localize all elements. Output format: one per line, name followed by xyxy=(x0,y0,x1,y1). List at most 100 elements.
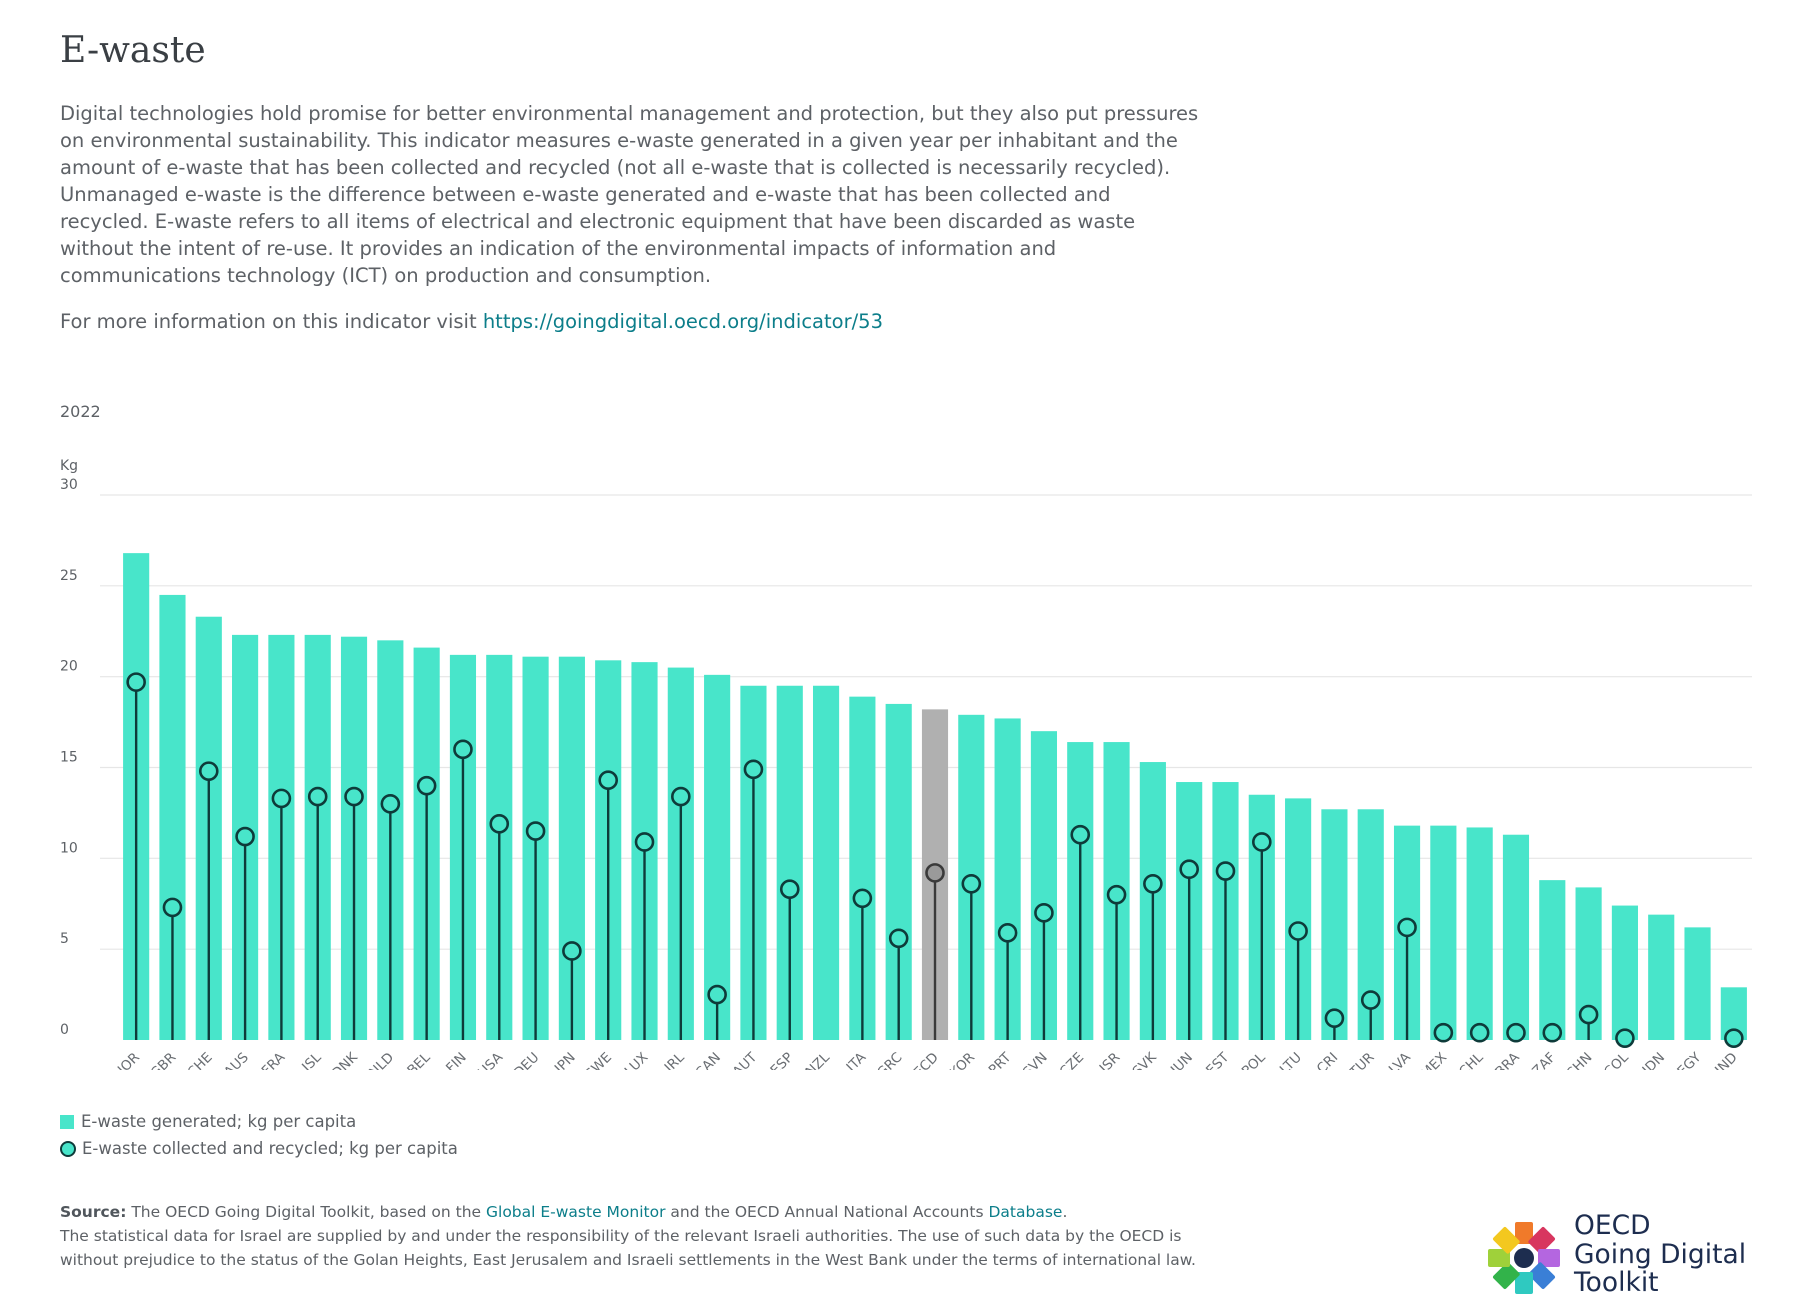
dot-collected-deu[interactable] xyxy=(525,821,546,841)
global-ewaste-monitor-link[interactable]: Global E-waste Monitor xyxy=(486,1203,666,1221)
bar-generated-cri[interactable] xyxy=(1321,809,1348,1040)
bar-generated-col[interactable] xyxy=(1611,905,1638,1040)
dot-collected-zaf[interactable] xyxy=(1542,1022,1563,1043)
x-tick-label-bel: BEL xyxy=(404,1049,434,1070)
dot-collected-cri[interactable] xyxy=(1324,1008,1345,1029)
legend-label-collected: E-waste collected and recycled; kg per c… xyxy=(82,1139,458,1158)
source-text-3: . xyxy=(1062,1203,1068,1221)
dot-collected-nld[interactable] xyxy=(380,794,401,814)
dot-collected-tur[interactable] xyxy=(1360,990,1381,1010)
x-tick-label-svn: SVN xyxy=(1020,1050,1051,1070)
x-tick-label-cri: CRI xyxy=(1314,1050,1341,1070)
dot-collected-irl[interactable] xyxy=(671,786,691,807)
more-info: For more information on this indicator v… xyxy=(60,310,883,333)
dot-collected-grc[interactable] xyxy=(888,928,909,949)
x-tick-label-egy: EGY xyxy=(1674,1049,1705,1070)
dot-collected-bra[interactable] xyxy=(1506,1022,1526,1043)
database-link[interactable]: Database xyxy=(988,1203,1063,1221)
dot-collected-mex[interactable] xyxy=(1433,1022,1454,1043)
x-tick-label-isr: ISR xyxy=(1097,1050,1124,1070)
dot-collected-jpn[interactable] xyxy=(562,941,582,961)
dot-collected-fra[interactable] xyxy=(271,788,292,809)
bar-generated-zaf[interactable] xyxy=(1539,880,1566,1040)
dot-collected-hun[interactable] xyxy=(1179,859,1199,880)
dot-collected-chl[interactable] xyxy=(1469,1022,1490,1043)
dot-collected-ind[interactable] xyxy=(1724,1028,1744,1048)
chart-year-label: 2022 xyxy=(60,402,101,421)
bar-generated-mex[interactable] xyxy=(1430,825,1457,1040)
dot-collected-esp[interactable] xyxy=(779,879,800,900)
logo-line-1: OECD xyxy=(1574,1210,1651,1241)
y-tick-label: 20 xyxy=(60,659,78,675)
dot-collected-aut[interactable] xyxy=(743,759,764,780)
dot-collected-dnk[interactable] xyxy=(344,786,364,807)
bar-generated-idn[interactable] xyxy=(1648,914,1675,1040)
y-tick-label: 0 xyxy=(60,1022,69,1038)
y-tick-label: 30 xyxy=(60,477,78,493)
bar-generated-chl[interactable] xyxy=(1466,827,1493,1040)
x-tick-label-dnk: DNK xyxy=(329,1049,362,1070)
dot-collected-svn[interactable] xyxy=(1034,903,1054,923)
bar-generated-bra[interactable] xyxy=(1502,834,1530,1040)
dot-collected-isr[interactable] xyxy=(1106,884,1127,905)
x-tick-label-lux: LUX xyxy=(622,1050,652,1070)
dot-collected-kor[interactable] xyxy=(961,873,982,894)
x-tick-label-deu: DEU xyxy=(511,1050,543,1070)
dot-collected-swe[interactable] xyxy=(598,770,619,791)
israel-note: The statistical data for Israel are supp… xyxy=(60,1227,1196,1269)
x-tick-label-lva: LVA xyxy=(1386,1049,1415,1070)
x-tick-label-esp: ESP xyxy=(767,1050,796,1070)
dot-collected-pol[interactable] xyxy=(1252,832,1272,852)
dot-collected-est[interactable] xyxy=(1215,861,1236,881)
dot-collected-che[interactable] xyxy=(198,761,219,781)
dot-collected-isl[interactable] xyxy=(307,786,328,807)
x-tick-label-can: CAN xyxy=(692,1050,724,1070)
dot-collected-can[interactable] xyxy=(707,984,727,1005)
legend-swatch-dot xyxy=(60,1140,76,1157)
dot-collected-bel[interactable] xyxy=(416,775,437,796)
dot-collected-lva[interactable] xyxy=(1397,917,1417,938)
dot-collected-lux[interactable] xyxy=(634,832,655,852)
x-tick-label-mex: MEX xyxy=(1418,1050,1450,1070)
x-tick-label-ind: IND xyxy=(1712,1050,1741,1070)
dot-collected-usa[interactable] xyxy=(489,814,510,834)
intro-text: Digital technologies hold promise for be… xyxy=(60,102,1199,287)
source-text-1: The OECD Going Digital Toolkit, based on… xyxy=(131,1203,482,1221)
x-tick-label-nld: NLD xyxy=(366,1050,397,1070)
dot-collected-ltu[interactable] xyxy=(1288,921,1308,941)
dot-collected-nor[interactable] xyxy=(126,672,146,692)
dot-collected-cze[interactable] xyxy=(1070,824,1091,845)
x-tick-label-jpn: JPN xyxy=(551,1050,579,1070)
x-tick-label-bra: BRA xyxy=(1492,1049,1523,1070)
dot-collected-col[interactable] xyxy=(1615,1028,1635,1048)
indicator-link[interactable]: https://goingdigital.oecd.org/indicator/… xyxy=(482,310,883,333)
dot-collected-svk[interactable] xyxy=(1143,873,1163,894)
dot-collected-ita[interactable] xyxy=(852,888,873,909)
y-axis-unit-label: Kg xyxy=(60,458,78,474)
x-tick-label-swe: SWE xyxy=(582,1050,615,1070)
x-tick-label-nor: NOR xyxy=(110,1050,143,1070)
x-tick-label-svk: SVK xyxy=(1130,1049,1161,1070)
oecd-toolkit-logo[interactable]: OECD Going Digital Toolkit xyxy=(1484,1211,1784,1302)
dot-collected-chn[interactable] xyxy=(1578,1004,1599,1025)
legend-item-collected[interactable]: E-waste collected and recycled; kg per c… xyxy=(60,1139,458,1158)
dot-collected-fin[interactable] xyxy=(453,739,473,760)
x-tick-label-est: EST xyxy=(1203,1049,1233,1070)
legend-item-generated[interactable]: E-waste generated; kg per capita xyxy=(60,1112,356,1131)
x-tick-label-kor: KOR xyxy=(947,1050,978,1070)
dot-collected-gbr[interactable] xyxy=(162,897,183,918)
x-tick-label-grc: GRC xyxy=(874,1050,906,1070)
x-tick-label-gbr: GBR xyxy=(147,1050,179,1070)
legend-label-generated: E-waste generated; kg per capita xyxy=(81,1112,357,1131)
x-tick-label-hun: HUN xyxy=(1163,1050,1196,1070)
dot-collected-prt[interactable] xyxy=(997,923,1018,943)
dot-collected-oecd[interactable] xyxy=(925,863,945,883)
dot-collected-aus[interactable] xyxy=(235,826,255,847)
x-tick-label-aut: AUT xyxy=(730,1049,761,1070)
x-tick-label-prt: PRT xyxy=(986,1049,1015,1070)
x-tick-label-tur: TUR xyxy=(1346,1050,1377,1070)
bar-generated-nzl[interactable] xyxy=(812,685,840,1040)
bar-generated-egy[interactable] xyxy=(1684,927,1711,1040)
bar-generated-can[interactable] xyxy=(704,674,731,1040)
